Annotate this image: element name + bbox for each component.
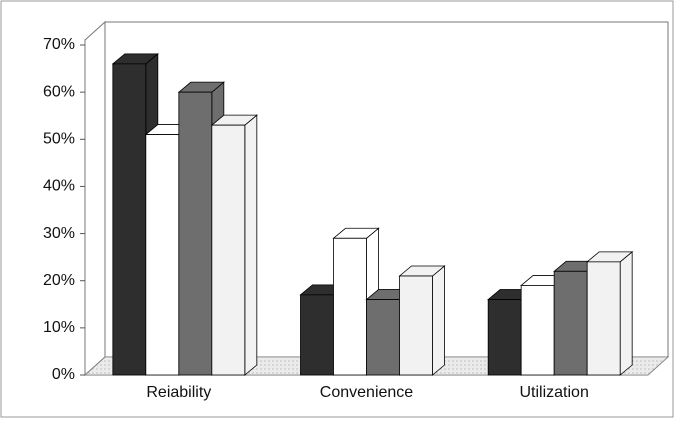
y-tick-label: 50% (43, 131, 75, 148)
bar (553, 270, 588, 376)
bar (178, 91, 213, 376)
bar (145, 134, 180, 376)
x-tick-label: Utilization (519, 384, 588, 401)
bar (520, 285, 555, 376)
y-tick-label: 40% (43, 178, 75, 195)
y-tick-label: 70% (43, 36, 75, 53)
y-tick-label: 30% (43, 225, 75, 242)
bar (211, 124, 246, 376)
bar-side (432, 265, 445, 376)
bar (586, 261, 621, 376)
bar (487, 299, 522, 376)
bar-side (244, 114, 258, 376)
y-tick-label: 0% (52, 366, 75, 383)
bar (300, 294, 334, 376)
bar (333, 237, 367, 376)
x-tick-label: Reiability (146, 384, 211, 401)
bar (112, 63, 147, 376)
y-tick-label: 10% (43, 319, 75, 336)
bar (399, 275, 433, 376)
side-wall (84, 20, 106, 377)
bar (366, 299, 400, 376)
bar-side (619, 251, 633, 376)
y-tick-label: 20% (43, 272, 75, 289)
x-tick-label: Convenience (320, 384, 414, 401)
y-tick-label: 60% (43, 83, 75, 100)
